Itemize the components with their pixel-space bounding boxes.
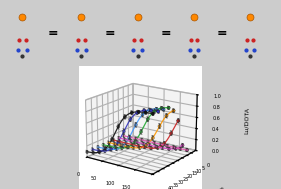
- Text: =: =: [160, 27, 171, 40]
- Y-axis label: CID Voltage: CID Voltage: [191, 186, 225, 189]
- Text: =: =: [104, 27, 115, 40]
- Text: =: =: [217, 27, 227, 40]
- Text: =: =: [48, 27, 59, 40]
